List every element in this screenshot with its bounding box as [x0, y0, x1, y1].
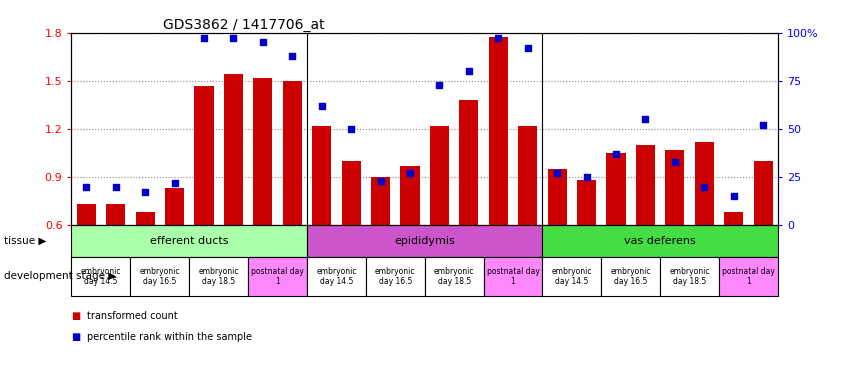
Bar [165, 188, 184, 225]
Bar [606, 153, 626, 225]
Point [697, 184, 711, 190]
FancyBboxPatch shape [189, 257, 248, 296]
Point [609, 151, 622, 157]
FancyBboxPatch shape [542, 257, 601, 296]
Bar [695, 142, 714, 225]
Point [285, 53, 299, 59]
Bar [489, 38, 508, 225]
Bar [312, 126, 331, 225]
Text: embryonic
day 18.5: embryonic day 18.5 [198, 267, 239, 286]
Bar [518, 126, 537, 225]
Point [79, 184, 93, 190]
Bar [577, 180, 596, 225]
Text: embryonic
day 16.5: embryonic day 16.5 [140, 267, 180, 286]
Bar [371, 177, 390, 225]
FancyBboxPatch shape [71, 225, 307, 257]
FancyBboxPatch shape [542, 225, 778, 257]
Text: postnatal day
1: postnatal day 1 [722, 267, 775, 286]
Text: percentile rank within the sample: percentile rank within the sample [87, 332, 251, 342]
Bar [754, 161, 773, 225]
Point [108, 184, 123, 190]
FancyBboxPatch shape [601, 257, 660, 296]
Text: transformed count: transformed count [87, 311, 177, 321]
Text: efferent ducts: efferent ducts [150, 236, 229, 246]
Text: embryonic
day 14.5: embryonic day 14.5 [81, 267, 121, 286]
FancyBboxPatch shape [484, 257, 542, 296]
Text: GDS3862 / 1417706_at: GDS3862 / 1417706_at [163, 18, 325, 31]
Bar [77, 204, 96, 225]
Text: embryonic
day 14.5: embryonic day 14.5 [316, 267, 357, 286]
FancyBboxPatch shape [425, 257, 484, 296]
Text: embryonic
day 16.5: embryonic day 16.5 [375, 267, 415, 286]
FancyBboxPatch shape [307, 225, 542, 257]
Point [404, 170, 417, 176]
Text: postnatal day
1: postnatal day 1 [487, 267, 539, 286]
Text: embryonic
day 18.5: embryonic day 18.5 [669, 267, 710, 286]
Bar [253, 78, 272, 225]
Bar [665, 150, 685, 225]
Text: ■: ■ [71, 311, 81, 321]
FancyBboxPatch shape [660, 257, 719, 296]
Point [256, 39, 269, 45]
Point [550, 170, 563, 176]
Point [757, 122, 770, 128]
Text: vas deferens: vas deferens [624, 236, 696, 246]
Text: postnatal day
1: postnatal day 1 [251, 267, 304, 286]
FancyBboxPatch shape [248, 257, 307, 296]
Bar [459, 100, 479, 225]
Point [373, 178, 387, 184]
Text: embryonic
day 14.5: embryonic day 14.5 [552, 267, 592, 286]
Text: embryonic
day 16.5: embryonic day 16.5 [611, 267, 651, 286]
FancyBboxPatch shape [71, 257, 130, 296]
Point [315, 103, 328, 109]
Bar [724, 212, 743, 225]
Bar [106, 204, 125, 225]
Bar [400, 166, 420, 225]
Point [463, 68, 476, 74]
Bar [224, 74, 243, 225]
Point [580, 174, 594, 180]
Point [668, 159, 681, 165]
Text: epididymis: epididymis [394, 236, 455, 246]
Bar [636, 145, 655, 225]
FancyBboxPatch shape [130, 257, 189, 296]
Bar [135, 212, 155, 225]
Point [197, 35, 210, 41]
Text: ■: ■ [71, 332, 81, 342]
FancyBboxPatch shape [719, 257, 778, 296]
Point [167, 180, 181, 186]
Text: embryonic
day 18.5: embryonic day 18.5 [434, 267, 474, 286]
Bar [547, 169, 567, 225]
Bar [341, 161, 361, 225]
Point [432, 81, 446, 88]
Point [138, 189, 151, 195]
Point [491, 35, 505, 41]
FancyBboxPatch shape [307, 257, 366, 296]
Point [345, 126, 358, 132]
Point [639, 116, 653, 122]
Point [521, 45, 535, 51]
Text: development stage ▶: development stage ▶ [4, 271, 116, 281]
FancyBboxPatch shape [366, 257, 425, 296]
Bar [283, 81, 302, 225]
Text: tissue ▶: tissue ▶ [4, 236, 46, 246]
Bar [194, 86, 214, 225]
Point [226, 35, 241, 41]
Point [727, 193, 740, 199]
Bar [430, 126, 449, 225]
